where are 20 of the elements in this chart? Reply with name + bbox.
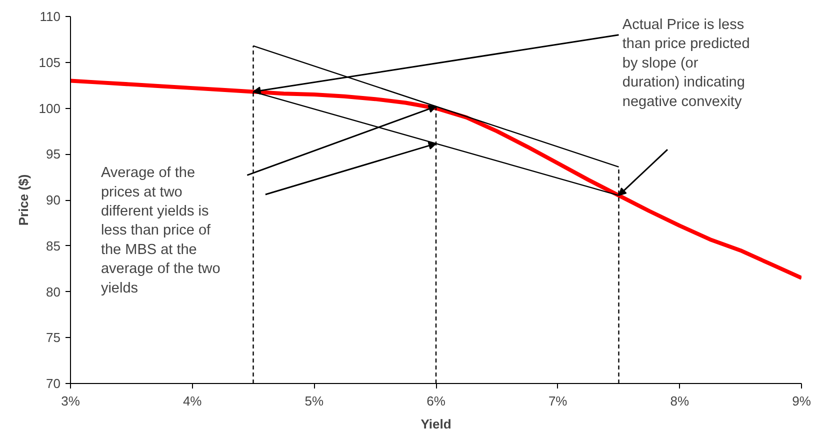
y-tick-label: 80 xyxy=(46,284,61,300)
y-tick-label: 105 xyxy=(38,54,61,70)
annotation: Average of the prices at two different yields is less than price of the MBS at the average of the two yields xyxy=(100,165,220,296)
y-tick-label: 95 xyxy=(46,146,61,162)
y-axis-title: Price ($) xyxy=(16,174,31,226)
x-axis-title: Yield xyxy=(420,416,452,432)
y-tick-label: 70 xyxy=(46,376,61,391)
y-tick-label: 110 xyxy=(40,9,61,24)
y-tick-label: 100 xyxy=(38,100,61,116)
annotation: Actual Price is less than price predicted by slope (or duration) indicating negative convexity xyxy=(622,16,750,110)
x-tick-label: 9% xyxy=(792,394,812,408)
x-tick-label: 6% xyxy=(426,394,446,408)
x-tick-label: 4% xyxy=(182,394,202,408)
x-tick-label: 5% xyxy=(304,394,324,408)
x-tick-label: 3% xyxy=(61,394,80,408)
y-tick-label: 75 xyxy=(46,330,61,346)
y-tick-label: 85 xyxy=(46,238,61,254)
y-tick-label: 90 xyxy=(46,192,61,208)
x-tick-label: 7% xyxy=(548,394,568,408)
x-tick-label: 8% xyxy=(670,394,690,408)
